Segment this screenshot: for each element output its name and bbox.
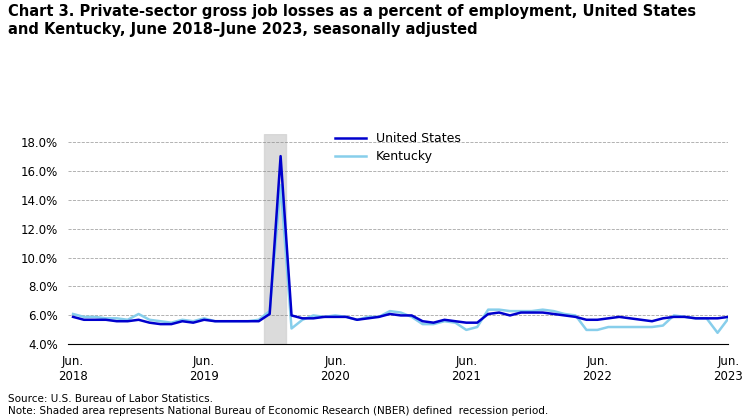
Kentucky [200,316,209,321]
Kentucky [309,313,318,318]
Kentucky [222,319,231,324]
Legend: United States, Kentucky: United States, Kentucky [335,132,461,163]
United States [232,319,241,324]
United States [484,312,493,317]
Kentucky [68,312,77,317]
Kentucky [276,183,285,188]
Kentucky [713,330,722,335]
United States [320,314,329,319]
Bar [264,134,286,344]
Kentucky [724,316,733,321]
United States [156,322,165,327]
United States [276,154,285,159]
United States [724,314,733,319]
Text: Chart 3. Private-sector gross job losses as a percent of employment, United Stat: Chart 3. Private-sector gross job losses… [8,4,695,37]
Text: Source: U.S. Bureau of Labor Statistics.
Note: Shaded area represents National B: Source: U.S. Bureau of Labor Statistics.… [8,394,547,416]
United States [659,316,668,321]
Line: United States: United States [73,156,728,324]
Line: Kentucky: Kentucky [73,185,728,333]
Kentucky [647,325,656,330]
United States [440,317,449,322]
United States [210,319,219,324]
Kentucky [472,325,481,330]
Kentucky [429,322,438,327]
United States [68,314,77,319]
